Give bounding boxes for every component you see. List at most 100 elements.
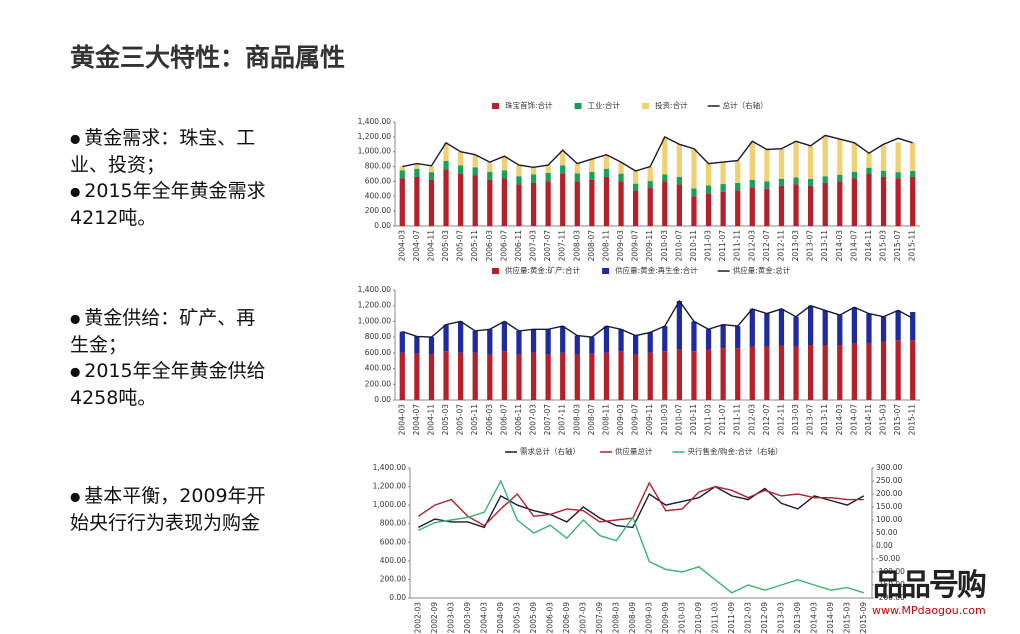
x-tick-label: 2015-03 — [879, 404, 888, 436]
legend-swatch — [574, 103, 582, 109]
x-tick-label: 2006-09 — [562, 602, 571, 634]
bar — [618, 173, 624, 182]
legend-swatch — [642, 103, 650, 109]
bar — [501, 178, 507, 226]
x-tick-label: 2014-03 — [809, 602, 818, 634]
bar — [662, 137, 668, 175]
bar — [545, 164, 551, 173]
bar — [880, 145, 887, 171]
y-tick-label: 200.00 — [365, 379, 391, 388]
x-tick-label: 2007-07 — [543, 404, 552, 436]
bar — [676, 349, 682, 400]
bar — [458, 321, 464, 353]
line — [417, 481, 864, 527]
x-tick-label: 2007-03 — [529, 404, 538, 436]
x-tick-label: 2007-03 — [578, 602, 587, 634]
bar — [808, 178, 814, 186]
bar — [428, 166, 435, 173]
bar — [749, 179, 755, 188]
bar — [808, 345, 814, 400]
x-tick-label: 2009-09 — [661, 602, 670, 634]
bar — [633, 171, 639, 184]
x-tick-label: 2007-11 — [558, 230, 567, 262]
bar — [720, 184, 726, 192]
y-tick-label: 200.00 — [365, 206, 391, 215]
bar — [735, 326, 741, 349]
bar — [399, 331, 405, 353]
x-tick-label: 2009-03 — [616, 404, 625, 436]
legend-label: 供应量总计 — [615, 446, 653, 456]
y2-tick-label: -100.00 — [876, 567, 905, 576]
bar — [880, 170, 887, 177]
bullet: ● 黄金供给：矿产、再 生金； — [70, 305, 255, 358]
bar — [735, 190, 741, 226]
bullet-dot: ● — [70, 184, 85, 199]
x-tick-label: 2014-07 — [849, 230, 858, 262]
bullet-line: 2015年全年黄金供给 — [84, 360, 266, 382]
bar — [428, 179, 435, 226]
x-tick-label: 2011-11 — [733, 404, 742, 436]
bar — [705, 193, 712, 226]
bar — [560, 352, 566, 400]
y-tick-label: 1,200.00 — [373, 482, 407, 491]
bar — [618, 329, 624, 352]
bar — [487, 329, 493, 355]
bar — [662, 174, 668, 182]
bar — [399, 178, 405, 226]
bar — [676, 184, 682, 226]
x-tick-label: 2010-11 — [689, 404, 698, 436]
bar — [501, 170, 507, 179]
bar — [691, 148, 697, 189]
y2-tick-label: 50.00 — [876, 528, 898, 537]
bar — [516, 184, 522, 226]
bar — [399, 352, 405, 400]
bullet-dot: ● — [70, 489, 85, 504]
bar — [516, 176, 522, 185]
bar — [793, 316, 799, 347]
y2-tick-label: 200.00 — [876, 489, 902, 498]
bar — [603, 154, 610, 169]
bar — [735, 182, 741, 191]
watermark-url: www.MPdaogou.com — [872, 604, 986, 617]
bar — [516, 165, 522, 177]
x-tick-label: 2004-03 — [397, 230, 406, 262]
bar — [778, 178, 785, 186]
y-tick-label: 800.00 — [365, 162, 391, 171]
x-tick-label: 2012-11 — [776, 230, 785, 262]
x-tick-label: 2011-11 — [733, 230, 742, 262]
bar — [545, 181, 551, 226]
bullet-dot: ● — [70, 311, 85, 326]
x-tick-label: 2012-03 — [743, 602, 752, 634]
bar — [618, 162, 624, 174]
bullet-line: 黄金供给：矿产、再 — [84, 307, 256, 329]
legend-label: 供应量:黄金:矿产:合计 — [505, 265, 581, 275]
bar — [647, 352, 653, 400]
bar — [414, 168, 420, 177]
y2-tick-label: 100.00 — [876, 515, 902, 524]
bar — [574, 354, 580, 400]
legend-label: 供应量:黄金:再生金:合计 — [615, 265, 698, 275]
bar — [895, 178, 901, 226]
x-tick-label: 2012-03 — [747, 404, 756, 436]
bar — [910, 171, 916, 177]
bar — [472, 154, 478, 168]
bar — [574, 181, 580, 226]
x-tick-label: 2009-07 — [631, 404, 640, 436]
bar — [691, 321, 697, 352]
x-tick-label: 2013-03 — [776, 602, 785, 634]
bar — [530, 182, 537, 226]
x-tick-label: 2005-11 — [470, 404, 479, 436]
x-tick-label: 2004-11 — [426, 404, 435, 436]
bar — [910, 142, 916, 172]
bar — [764, 313, 770, 347]
bar — [866, 167, 872, 174]
x-tick-label: 2010-11 — [689, 230, 698, 262]
bar — [705, 185, 712, 194]
y-tick-label: 1,400.00 — [358, 117, 392, 126]
bullet-line: 黄金需求：珠宝、工 — [84, 127, 256, 149]
bullet: ● 基本平衡，2009年开 始央行行为表现为购金 — [70, 483, 266, 536]
bar — [633, 190, 639, 226]
x-tick-label: 2012-11 — [776, 404, 785, 436]
y-tick-label: 600.00 — [365, 348, 391, 357]
bar — [851, 178, 857, 226]
